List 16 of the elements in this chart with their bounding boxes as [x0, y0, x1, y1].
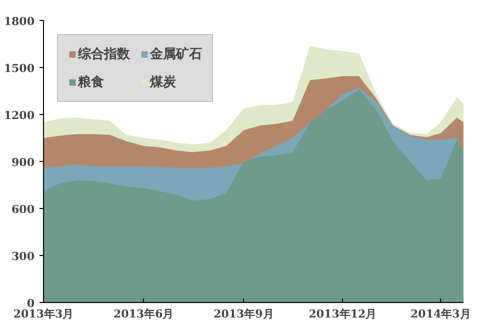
- y-tick-label: 1800: [4, 15, 35, 28]
- x-tick-label: 2013年12月: [308, 308, 377, 320]
- legend-label: 煤炭: [150, 73, 176, 91]
- y-tick-label: 1500: [4, 62, 35, 75]
- y-tick-label: 1200: [4, 109, 35, 122]
- y-tick-label: 0: [26, 297, 35, 310]
- legend-label: 金属矿石: [150, 45, 202, 63]
- y-tick-label: 600: [12, 203, 35, 216]
- x-tick-label: 2013年3月: [13, 308, 74, 320]
- y-tick-label: 900: [12, 156, 35, 169]
- x-tick-label: 2014年3月: [410, 308, 471, 320]
- legend-label: 综合指数: [78, 45, 130, 63]
- y-tick-label: 300: [12, 250, 35, 263]
- x-tick-label: 2013年6月: [113, 308, 174, 320]
- legend-label: 粮食: [78, 73, 104, 91]
- x-tick-label: 2013年9月: [214, 308, 274, 320]
